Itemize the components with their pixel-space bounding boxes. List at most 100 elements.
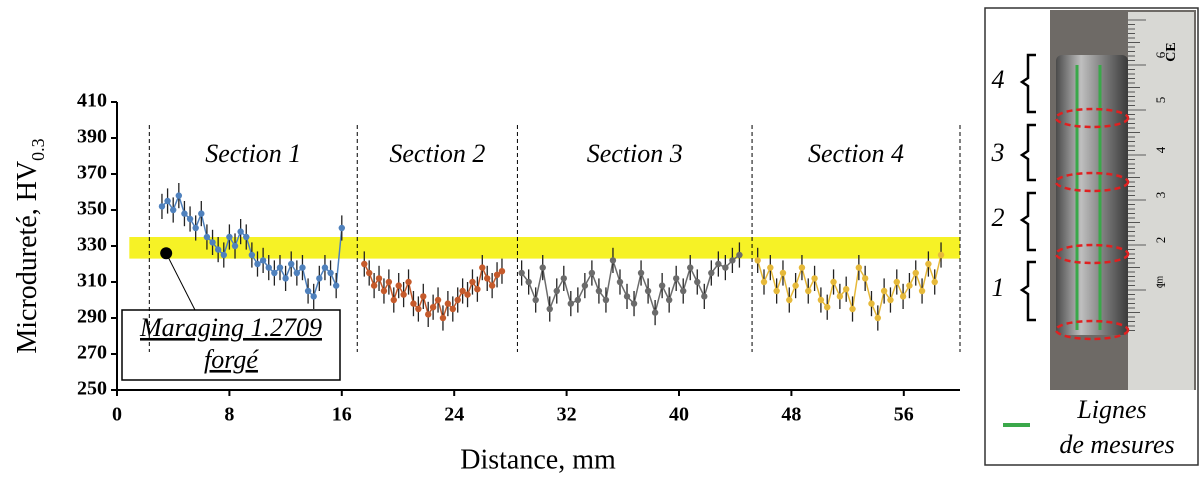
- section-number: 1: [992, 273, 1005, 302]
- data-point: [415, 305, 422, 313]
- data-point: [332, 282, 340, 289]
- data-point: [805, 287, 812, 295]
- data-point: [425, 311, 432, 318]
- data-point: [259, 257, 267, 264]
- x-tick-label: 48: [781, 404, 801, 426]
- data-point: [271, 269, 278, 277]
- data-point: [464, 291, 471, 298]
- data-point: [484, 275, 491, 282]
- y-tick-label: 370: [77, 162, 107, 184]
- annotation-text: Maraging 1.2709: [139, 313, 322, 342]
- ruler-label: 3: [1153, 192, 1168, 199]
- data-point: [644, 287, 652, 295]
- data-point: [937, 251, 945, 259]
- data-point: [588, 269, 596, 277]
- data-point: [170, 206, 177, 214]
- data-point: [525, 278, 532, 286]
- data-point: [304, 287, 312, 295]
- y-axis-label: Microdureté, HV0.3: [12, 138, 48, 353]
- data-point: [434, 296, 442, 304]
- data-point: [539, 264, 546, 271]
- data-point: [365, 269, 373, 277]
- data-point: [209, 239, 216, 246]
- data-point: [231, 242, 239, 250]
- data-point: [282, 275, 289, 282]
- data-point: [370, 282, 378, 289]
- data-point: [454, 296, 461, 304]
- data-point: [321, 264, 329, 271]
- ruler-label: 4: [1153, 146, 1168, 153]
- section-label: Section 1: [205, 139, 301, 168]
- data-point: [918, 287, 926, 295]
- y-tick-label: 250: [77, 378, 107, 400]
- data-point: [429, 304, 437, 311]
- data-point: [479, 264, 486, 271]
- data-point: [616, 278, 624, 286]
- x-tick-label: 24: [444, 404, 464, 426]
- section-brace: [1019, 260, 1036, 322]
- y-tick-label: 330: [77, 234, 107, 256]
- data-point: [701, 293, 708, 300]
- data-point: [375, 275, 383, 282]
- data-point: [694, 278, 701, 286]
- legend-text: de mesures: [1059, 430, 1174, 459]
- data-point: [439, 314, 447, 322]
- section-number: 3: [991, 138, 1005, 167]
- data-point: [254, 260, 261, 268]
- section-label: Section 4: [808, 139, 904, 168]
- data-point: [786, 296, 793, 304]
- legend-text: Lignes: [1076, 395, 1146, 424]
- data-point: [767, 264, 774, 271]
- data-point: [327, 269, 334, 277]
- data-point: [293, 269, 301, 277]
- annotation-leader: [165, 252, 196, 311]
- data-point: [874, 314, 882, 322]
- data-point: [925, 260, 932, 268]
- data-point: [164, 197, 171, 205]
- data-point: [708, 269, 715, 277]
- data-point: [602, 296, 610, 304]
- data-point: [395, 282, 402, 289]
- data-point: [299, 264, 306, 271]
- data-point: [792, 282, 799, 289]
- y-tick-label: 270: [77, 342, 107, 364]
- data-point: [316, 275, 323, 282]
- ruler-mark: CE: [1164, 42, 1179, 61]
- section-brace: [1019, 53, 1036, 114]
- section-cut: [1054, 243, 1130, 265]
- section-label: Section 3: [587, 139, 683, 168]
- photo-panel: Lignes de mesures CE cm 6 5 4 3 2 1 4 3 2 1: [984, 7, 1199, 466]
- data-point: [651, 309, 659, 316]
- data-point: [836, 293, 844, 300]
- ruler-label: 1: [1153, 282, 1168, 289]
- data-point: [158, 203, 166, 210]
- data-point: [546, 305, 553, 313]
- ruler-label: 5: [1153, 97, 1168, 104]
- data-point: [567, 300, 575, 307]
- data-point: [175, 192, 183, 199]
- data-point: [658, 282, 666, 289]
- data-point: [390, 296, 397, 304]
- data-point: [410, 300, 417, 307]
- data-point: [186, 215, 194, 223]
- data-point: [420, 293, 427, 300]
- specimen: [1056, 55, 1128, 335]
- data-point: [906, 282, 913, 289]
- x-tick-label: 56: [894, 404, 914, 426]
- y-tick-label: 410: [77, 90, 107, 112]
- data-point: [868, 300, 875, 307]
- data-point: [237, 228, 244, 235]
- data-point: [798, 264, 806, 271]
- data-point: [310, 293, 317, 300]
- data-point: [493, 271, 501, 278]
- series-line: [521, 254, 740, 316]
- x-axis-label: Distance, mm: [460, 444, 616, 475]
- data-point: [715, 260, 722, 268]
- section-brace: [1019, 191, 1036, 252]
- data-point: [361, 260, 368, 268]
- data-point: [220, 251, 227, 259]
- x-tick-label: 8: [224, 404, 234, 426]
- data-point: [842, 286, 850, 293]
- data-point: [722, 264, 729, 271]
